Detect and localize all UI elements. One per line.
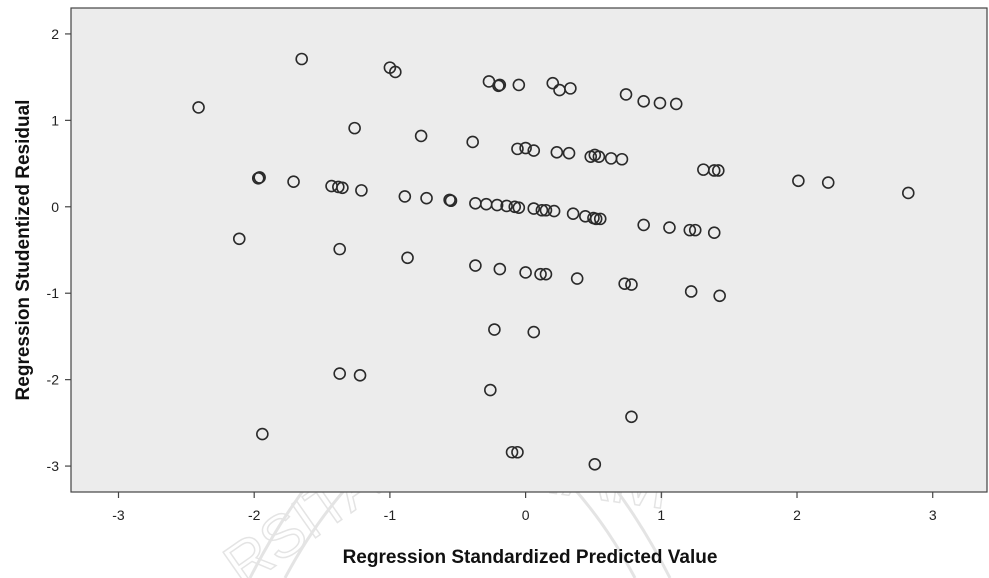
data-point — [550, 146, 564, 159]
data-point — [669, 97, 683, 111]
data-point — [232, 232, 246, 246]
data-point — [492, 79, 505, 93]
x-tick-label: 1 — [657, 507, 665, 523]
data-point — [512, 78, 526, 92]
y-tick-label: 1 — [51, 112, 59, 128]
data-point — [484, 383, 497, 397]
data-point — [251, 171, 265, 185]
data-point — [539, 267, 553, 281]
data-point — [712, 164, 725, 177]
data-point — [792, 174, 805, 188]
plot-area — [70, 7, 988, 493]
y-tick-label: -1 — [47, 285, 60, 301]
y-tick-label: 0 — [51, 199, 59, 215]
x-tick-label: 3 — [929, 507, 937, 523]
data-point — [333, 367, 346, 380]
data-point — [401, 251, 414, 265]
data-point — [511, 445, 524, 459]
data-point — [527, 325, 541, 339]
x-axis-title: Regression Standardized Predicted Value — [343, 547, 718, 568]
data-point — [488, 323, 501, 336]
x-tick-label: -2 — [248, 507, 261, 523]
data-point — [500, 199, 513, 213]
data-point — [683, 223, 697, 237]
data-point — [570, 272, 584, 285]
data-point — [707, 226, 721, 240]
data-point — [519, 141, 532, 155]
data-point — [593, 212, 607, 226]
data-point — [637, 95, 650, 108]
data-point — [336, 181, 349, 195]
data-point — [353, 369, 367, 382]
data-point — [566, 207, 580, 220]
data-point — [466, 135, 479, 149]
data-point — [707, 164, 721, 177]
data-point — [355, 184, 368, 197]
data-point — [547, 204, 561, 218]
data-point — [287, 175, 300, 189]
data-point — [688, 223, 702, 237]
data-point — [256, 427, 269, 441]
x-tick-label: 0 — [522, 507, 530, 523]
y-tick-label: -3 — [47, 458, 60, 474]
data-point — [625, 278, 638, 291]
x-tick-label: 2 — [793, 507, 801, 523]
data-point — [512, 201, 526, 214]
data-point — [469, 259, 482, 272]
data-point — [625, 410, 638, 424]
x-axis-ticks: -3 -2 -1 0 1 2 3 — [112, 492, 937, 523]
data-point — [534, 267, 547, 281]
data-point — [663, 221, 676, 234]
data-point — [592, 150, 606, 163]
data-point — [493, 262, 507, 276]
data-point — [618, 277, 631, 291]
y-tick-label: 2 — [51, 26, 59, 42]
data-point — [684, 285, 698, 298]
data-point — [192, 101, 205, 114]
y-tick-label: -2 — [47, 372, 60, 388]
data-point — [348, 121, 361, 135]
data-point — [713, 289, 726, 303]
data-point — [564, 82, 577, 95]
data-point — [295, 52, 308, 66]
data-point — [519, 266, 532, 279]
y-axis-ticks: 2 1 0 -1 -2 -3 — [47, 26, 71, 474]
data-point — [414, 129, 428, 143]
data-point — [505, 445, 519, 459]
data-point — [653, 96, 667, 110]
data-point — [615, 152, 629, 166]
x-tick-label: -1 — [384, 507, 397, 523]
data-point — [901, 186, 915, 200]
data-point — [490, 198, 504, 212]
data-point — [539, 203, 553, 217]
data-point — [444, 194, 458, 208]
data-points — [192, 52, 915, 471]
y-axis-title: Regression Studentized Residual — [13, 100, 34, 401]
data-point — [546, 76, 560, 90]
data-point — [588, 458, 602, 471]
data-point — [527, 144, 541, 157]
data-point — [619, 88, 633, 101]
x-tick-label: -3 — [112, 507, 125, 523]
data-point — [398, 190, 412, 203]
data-point — [420, 191, 433, 205]
data-point — [589, 212, 603, 226]
data-point — [511, 142, 524, 156]
data-point — [333, 242, 346, 256]
data-point — [562, 146, 576, 160]
data-point — [821, 176, 835, 189]
data-point — [389, 65, 402, 79]
data-point — [637, 218, 650, 232]
data-point — [527, 202, 541, 215]
data-point — [535, 203, 549, 217]
